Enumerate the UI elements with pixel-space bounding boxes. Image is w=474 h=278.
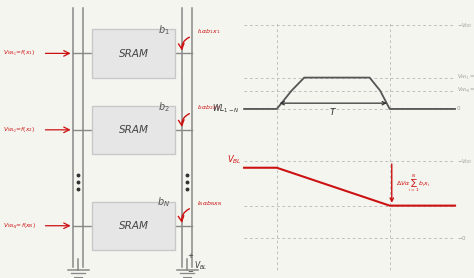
Text: SRAM: SRAM xyxy=(119,49,149,58)
Text: $-0$: $-0$ xyxy=(457,234,467,242)
FancyBboxPatch shape xyxy=(92,106,175,154)
Text: $-V_{DD}$: $-V_{DD}$ xyxy=(457,157,473,166)
Text: $WL_{1-N}$: $WL_{1-N}$ xyxy=(212,103,239,115)
Text: $T$: $T$ xyxy=(329,106,337,117)
Text: $I_1\alpha \boldsymbol{b_1 x_1}$: $I_1\alpha \boldsymbol{b_1 x_1}$ xyxy=(197,28,220,36)
Text: $V_{WL_1}=f(x_1)$: $V_{WL_1}=f(x_1)$ xyxy=(457,73,474,82)
Text: $\Delta V\alpha\sum_{i=1}^{N}b_i x_i$: $\Delta V\alpha\sum_{i=1}^{N}b_i x_i$ xyxy=(395,173,430,193)
Text: $b_2$: $b_2$ xyxy=(158,100,169,114)
Text: $-V_{DD}$: $-V_{DD}$ xyxy=(457,21,473,30)
Text: $V_{BL}$: $V_{BL}$ xyxy=(194,259,208,272)
Text: $+$: $+$ xyxy=(187,251,194,260)
Text: $V_{BL}$: $V_{BL}$ xyxy=(227,154,242,166)
Text: 0: 0 xyxy=(457,106,460,111)
FancyBboxPatch shape xyxy=(92,29,175,78)
Text: SRAM: SRAM xyxy=(119,221,149,231)
Text: $V_{WL_1}\!=\!f(x_1)$: $V_{WL_1}\!=\!f(x_1)$ xyxy=(3,49,36,58)
Text: $b_1$: $b_1$ xyxy=(158,24,169,38)
Text: $-$: $-$ xyxy=(187,267,194,273)
Text: $V_{WL_2}\!=\!f(x_2)$: $V_{WL_2}\!=\!f(x_2)$ xyxy=(3,125,36,135)
Text: $V_{WL_N}=f(x_N)$: $V_{WL_N}=f(x_N)$ xyxy=(457,86,474,95)
Text: $b_N$: $b_N$ xyxy=(157,195,170,209)
Text: SRAM: SRAM xyxy=(119,125,149,135)
Text: $I_2\alpha \boldsymbol{b_2 x_2}$: $I_2\alpha \boldsymbol{b_2 x_2}$ xyxy=(197,103,220,112)
FancyBboxPatch shape xyxy=(92,202,175,250)
Text: $V_{WL_N}\!=\!f(x_N)$: $V_{WL_N}\!=\!f(x_N)$ xyxy=(2,221,36,230)
Text: $I_N\alpha \boldsymbol{b_N x_N}$: $I_N\alpha \boldsymbol{b_N x_N}$ xyxy=(197,199,222,208)
